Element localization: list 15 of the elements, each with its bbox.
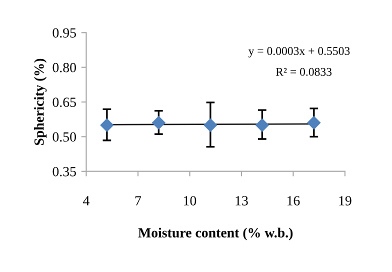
y-tick-label: 0.65: [52, 98, 76, 108]
x-axis-title: Moisture content (% w.b.): [138, 228, 293, 240]
y-axis-title: Sphericity (%): [34, 58, 47, 146]
x-tick-label: 7: [135, 196, 142, 206]
annotation: R² = 0.0833: [276, 68, 332, 76]
x-tick-label: 13: [236, 196, 248, 206]
x-tick-label: 19: [339, 196, 352, 206]
x-tick-label: 4: [83, 196, 90, 206]
y-tick-label: 0.80: [52, 62, 76, 72]
annotation: y = 0.0003x + 0.5503: [248, 47, 350, 58]
y-tick-label: 0.95: [52, 28, 76, 38]
y-tick-label: 0.50: [52, 132, 76, 142]
y-tick-label: 0.35: [52, 166, 76, 176]
x-tick-label: 10: [184, 196, 196, 206]
x-tick-label: 16: [287, 196, 300, 206]
